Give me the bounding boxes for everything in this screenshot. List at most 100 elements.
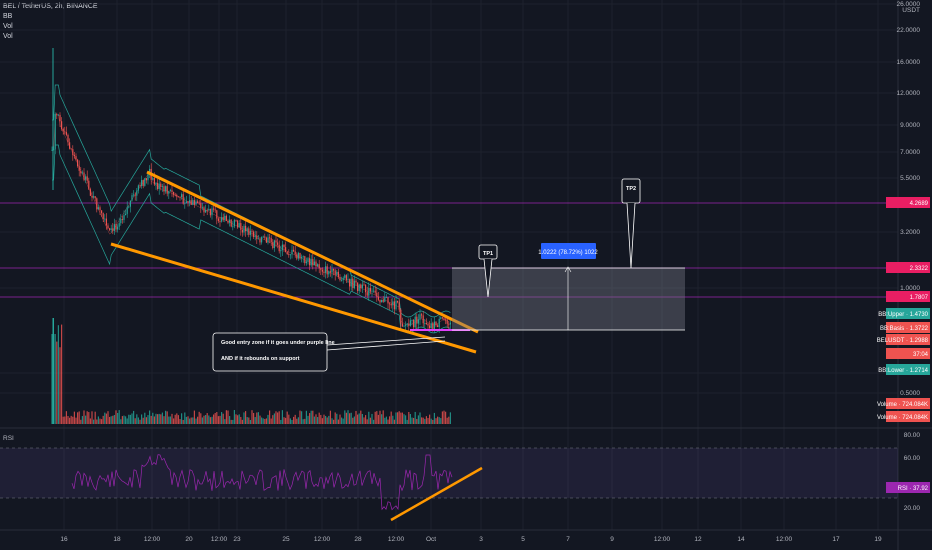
candle-body (395, 300, 397, 310)
volume-bar (310, 410, 312, 424)
candle-body (109, 228, 111, 230)
volume-bar (131, 413, 133, 424)
candle-body (69, 142, 71, 149)
candle-body (369, 287, 371, 292)
volume-bar (443, 410, 445, 424)
volume-bar (77, 412, 79, 424)
volume-bar (78, 411, 80, 424)
volume-bar (161, 412, 163, 424)
volume-bar (437, 416, 439, 424)
price-badge-text-6: 37:04 (913, 352, 929, 358)
candle-body (149, 168, 151, 173)
volume-bar (315, 414, 317, 424)
volume-bar (214, 412, 216, 424)
volume-bar (110, 416, 112, 424)
candle-body (235, 219, 237, 221)
candle-body (296, 254, 298, 259)
candle-body (123, 215, 125, 220)
volume-bar (379, 410, 381, 424)
candle-body (315, 261, 317, 267)
candle-body (321, 269, 323, 272)
volume-bar (347, 410, 349, 424)
volume-bar (304, 418, 306, 424)
candle-body (281, 244, 283, 251)
candle-body (125, 213, 127, 216)
volume-bar (113, 415, 115, 424)
candle-body (238, 223, 240, 228)
volume-bar (241, 419, 243, 424)
candle-body (198, 202, 200, 204)
volume-bar (184, 412, 186, 424)
volume-bar (243, 412, 245, 424)
volume-bar (89, 418, 91, 424)
volume-bar (229, 416, 231, 424)
target-box (452, 268, 685, 330)
price-tick-7: 3.2000 (900, 229, 920, 236)
candle-body (141, 180, 143, 187)
price-badge-text-9: Volume · 724.084K (877, 415, 928, 421)
volume-bar (197, 416, 199, 424)
volume-bar (341, 417, 343, 424)
note-line-2: AND if it rebounds on support (221, 356, 300, 362)
note-pointer-2 (326, 340, 446, 351)
volume-bar (118, 410, 120, 424)
volume-bar (325, 415, 327, 424)
candle-body (51, 149, 53, 151)
candle-body (422, 315, 424, 324)
volume-bar (83, 410, 85, 424)
candle-body (301, 256, 303, 259)
candle-body (229, 219, 231, 223)
candle-body (208, 208, 210, 211)
candle-body (443, 318, 445, 320)
candle-body (113, 224, 115, 231)
volume-bar (80, 419, 82, 424)
candle-body (163, 186, 165, 192)
volume-bar (313, 416, 315, 424)
volume-bar (93, 419, 95, 424)
candle-body (165, 186, 167, 192)
candle-body (345, 275, 347, 281)
price-badge-8 (886, 398, 930, 409)
indicator-vol-label[interactable]: Vol (3, 23, 13, 30)
volume-bar (371, 413, 373, 424)
volume-bar (166, 411, 168, 424)
candle-body (389, 303, 391, 305)
candle-body (259, 238, 261, 243)
candle-body (432, 323, 434, 329)
volume-bar (440, 418, 442, 424)
candle-body (179, 196, 181, 198)
volume-bar (201, 417, 203, 424)
candle-body (67, 134, 69, 143)
volume-bar (193, 410, 195, 424)
volume-bar (149, 410, 151, 424)
candlesticks (51, 48, 451, 333)
indicator-vol2-label[interactable]: Vol (3, 33, 13, 40)
volume-bar (446, 417, 448, 424)
volume-bar (105, 413, 107, 424)
volume-bar (129, 414, 131, 424)
volume-bar (307, 415, 309, 424)
candle-body (70, 148, 72, 150)
candle-body (206, 209, 208, 211)
candle-body (417, 319, 419, 324)
candle-body (400, 309, 402, 324)
candle-body (379, 299, 381, 303)
candle-body (398, 302, 400, 310)
candle-body (145, 178, 147, 181)
time-tick-15: 12:00 (654, 536, 671, 543)
time-tick-16: 12 (694, 536, 702, 543)
volume-bar (185, 416, 187, 424)
candle-body (225, 215, 227, 221)
volume-bar (123, 415, 125, 424)
volume-bar (427, 418, 429, 424)
candle-body (104, 218, 106, 220)
volume-bar (190, 417, 192, 424)
candle-body (285, 247, 287, 252)
price-tick-6: 5.5000 (900, 175, 920, 182)
price-badge-text-2: 1.7807 (910, 295, 929, 301)
volume-bar (256, 412, 258, 424)
volume-bar (321, 418, 323, 424)
candle-body (283, 244, 285, 248)
indicator-bb-label[interactable]: BB (3, 13, 13, 20)
